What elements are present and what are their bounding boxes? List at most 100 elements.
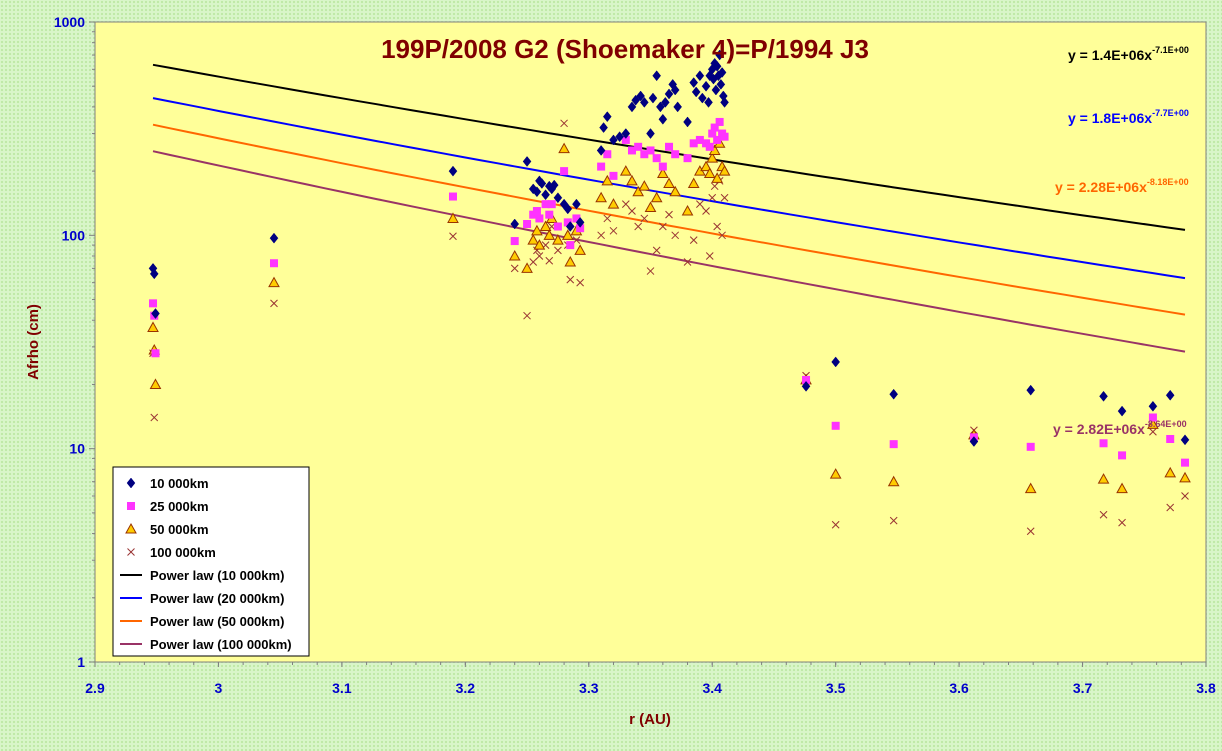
data-point <box>670 84 680 96</box>
data-point <box>634 222 643 231</box>
data-point <box>560 167 569 176</box>
x-marker-stroke <box>545 256 554 265</box>
data-point <box>711 172 724 183</box>
data-point <box>702 207 710 215</box>
x-marker-stroke <box>1099 510 1108 519</box>
data-point <box>644 201 657 213</box>
data-point <box>652 246 661 255</box>
legend-marker <box>126 477 136 489</box>
data-point <box>640 150 649 159</box>
y-axis-label: Afrho (cm) <box>25 304 42 380</box>
data-point <box>627 146 636 155</box>
data-point <box>1181 458 1190 467</box>
data-point <box>552 234 564 245</box>
data-point <box>889 440 898 449</box>
data-point <box>269 259 278 268</box>
data-point <box>658 162 667 171</box>
data-point <box>704 96 713 108</box>
data-point <box>268 276 280 288</box>
data-point <box>660 96 670 108</box>
data-point <box>691 86 701 98</box>
data-point <box>1116 482 1128 494</box>
data-point <box>149 299 158 308</box>
data-point <box>149 268 159 280</box>
x-axis-label: r (AU) <box>629 711 671 728</box>
x-marker-stroke <box>449 232 457 241</box>
x-marker-stroke <box>566 275 575 284</box>
data-point <box>656 167 669 178</box>
legend-label: Power law (100 000km) <box>150 637 292 652</box>
data-point <box>689 77 699 88</box>
data-point <box>708 129 717 138</box>
data-point <box>561 229 574 240</box>
data-point <box>636 90 645 102</box>
fit-equation: y = 1.4E+06x-7.1E+00 <box>1068 45 1189 63</box>
legend-label: 10 000km <box>150 476 209 491</box>
data-point <box>576 278 584 287</box>
data-point <box>1118 451 1127 460</box>
fit-line <box>152 63 1186 231</box>
data-point <box>1118 518 1126 527</box>
data-point <box>801 380 811 392</box>
data-point <box>537 178 547 189</box>
data-point <box>151 308 160 319</box>
data-point <box>599 122 608 133</box>
fit-equation: y = 1.8E+06x-7.7E+00 <box>1068 108 1189 126</box>
fit-line <box>152 123 1186 316</box>
x-tick-label: 3.4 <box>702 680 722 696</box>
data-point <box>603 150 612 159</box>
x-marker-stroke <box>646 267 655 275</box>
data-point <box>706 152 719 163</box>
data-point <box>652 70 661 82</box>
x-marker-stroke <box>708 193 717 202</box>
data-point <box>831 356 840 368</box>
y-tick-label: 10 <box>69 441 85 457</box>
data-point <box>508 249 521 261</box>
data-point <box>681 204 694 216</box>
data-point <box>541 189 550 201</box>
x-marker-stroke <box>705 252 714 260</box>
data-point <box>572 198 581 210</box>
x-marker-stroke <box>597 231 605 240</box>
data-point <box>640 96 649 108</box>
data-point <box>522 156 532 167</box>
data-point <box>710 123 719 132</box>
data-point <box>549 179 559 191</box>
data-point <box>711 84 721 96</box>
x-marker-stroke <box>560 119 568 128</box>
data-point <box>708 193 717 202</box>
data-point <box>1166 503 1175 512</box>
x-marker-stroke <box>658 222 667 231</box>
data-point <box>683 154 692 163</box>
x-tick-label: 3.7 <box>1073 680 1093 696</box>
data-point <box>572 214 581 223</box>
data-point <box>553 222 562 231</box>
data-point <box>673 101 682 113</box>
legend-marker <box>127 502 135 510</box>
data-point <box>532 207 541 216</box>
data-point <box>646 146 655 155</box>
fit-equation: y = 2.82E+06x-8.64E+00 <box>1053 419 1187 437</box>
data-point <box>665 210 673 219</box>
data-point <box>560 119 568 128</box>
data-point <box>1026 384 1036 396</box>
data-point <box>566 275 575 284</box>
data-point <box>683 116 692 128</box>
x-marker-stroke <box>535 252 544 260</box>
chart-title: 199P/2008 G2 (Shoemaker 4)=P/1994 J3 <box>381 34 869 64</box>
data-point <box>541 200 550 209</box>
data-point <box>713 135 722 144</box>
data-point <box>566 241 575 250</box>
x-marker-stroke <box>576 278 584 287</box>
x-marker-stroke <box>720 193 729 202</box>
data-point <box>621 135 630 144</box>
data-point <box>665 142 674 151</box>
x-marker-stroke <box>889 516 898 525</box>
data-point <box>652 154 661 163</box>
data-point <box>621 128 631 139</box>
data-point <box>1148 400 1158 412</box>
legend-label: Power law (10 000km) <box>150 568 284 583</box>
x-marker-stroke <box>1149 427 1157 436</box>
data-point <box>521 262 533 273</box>
